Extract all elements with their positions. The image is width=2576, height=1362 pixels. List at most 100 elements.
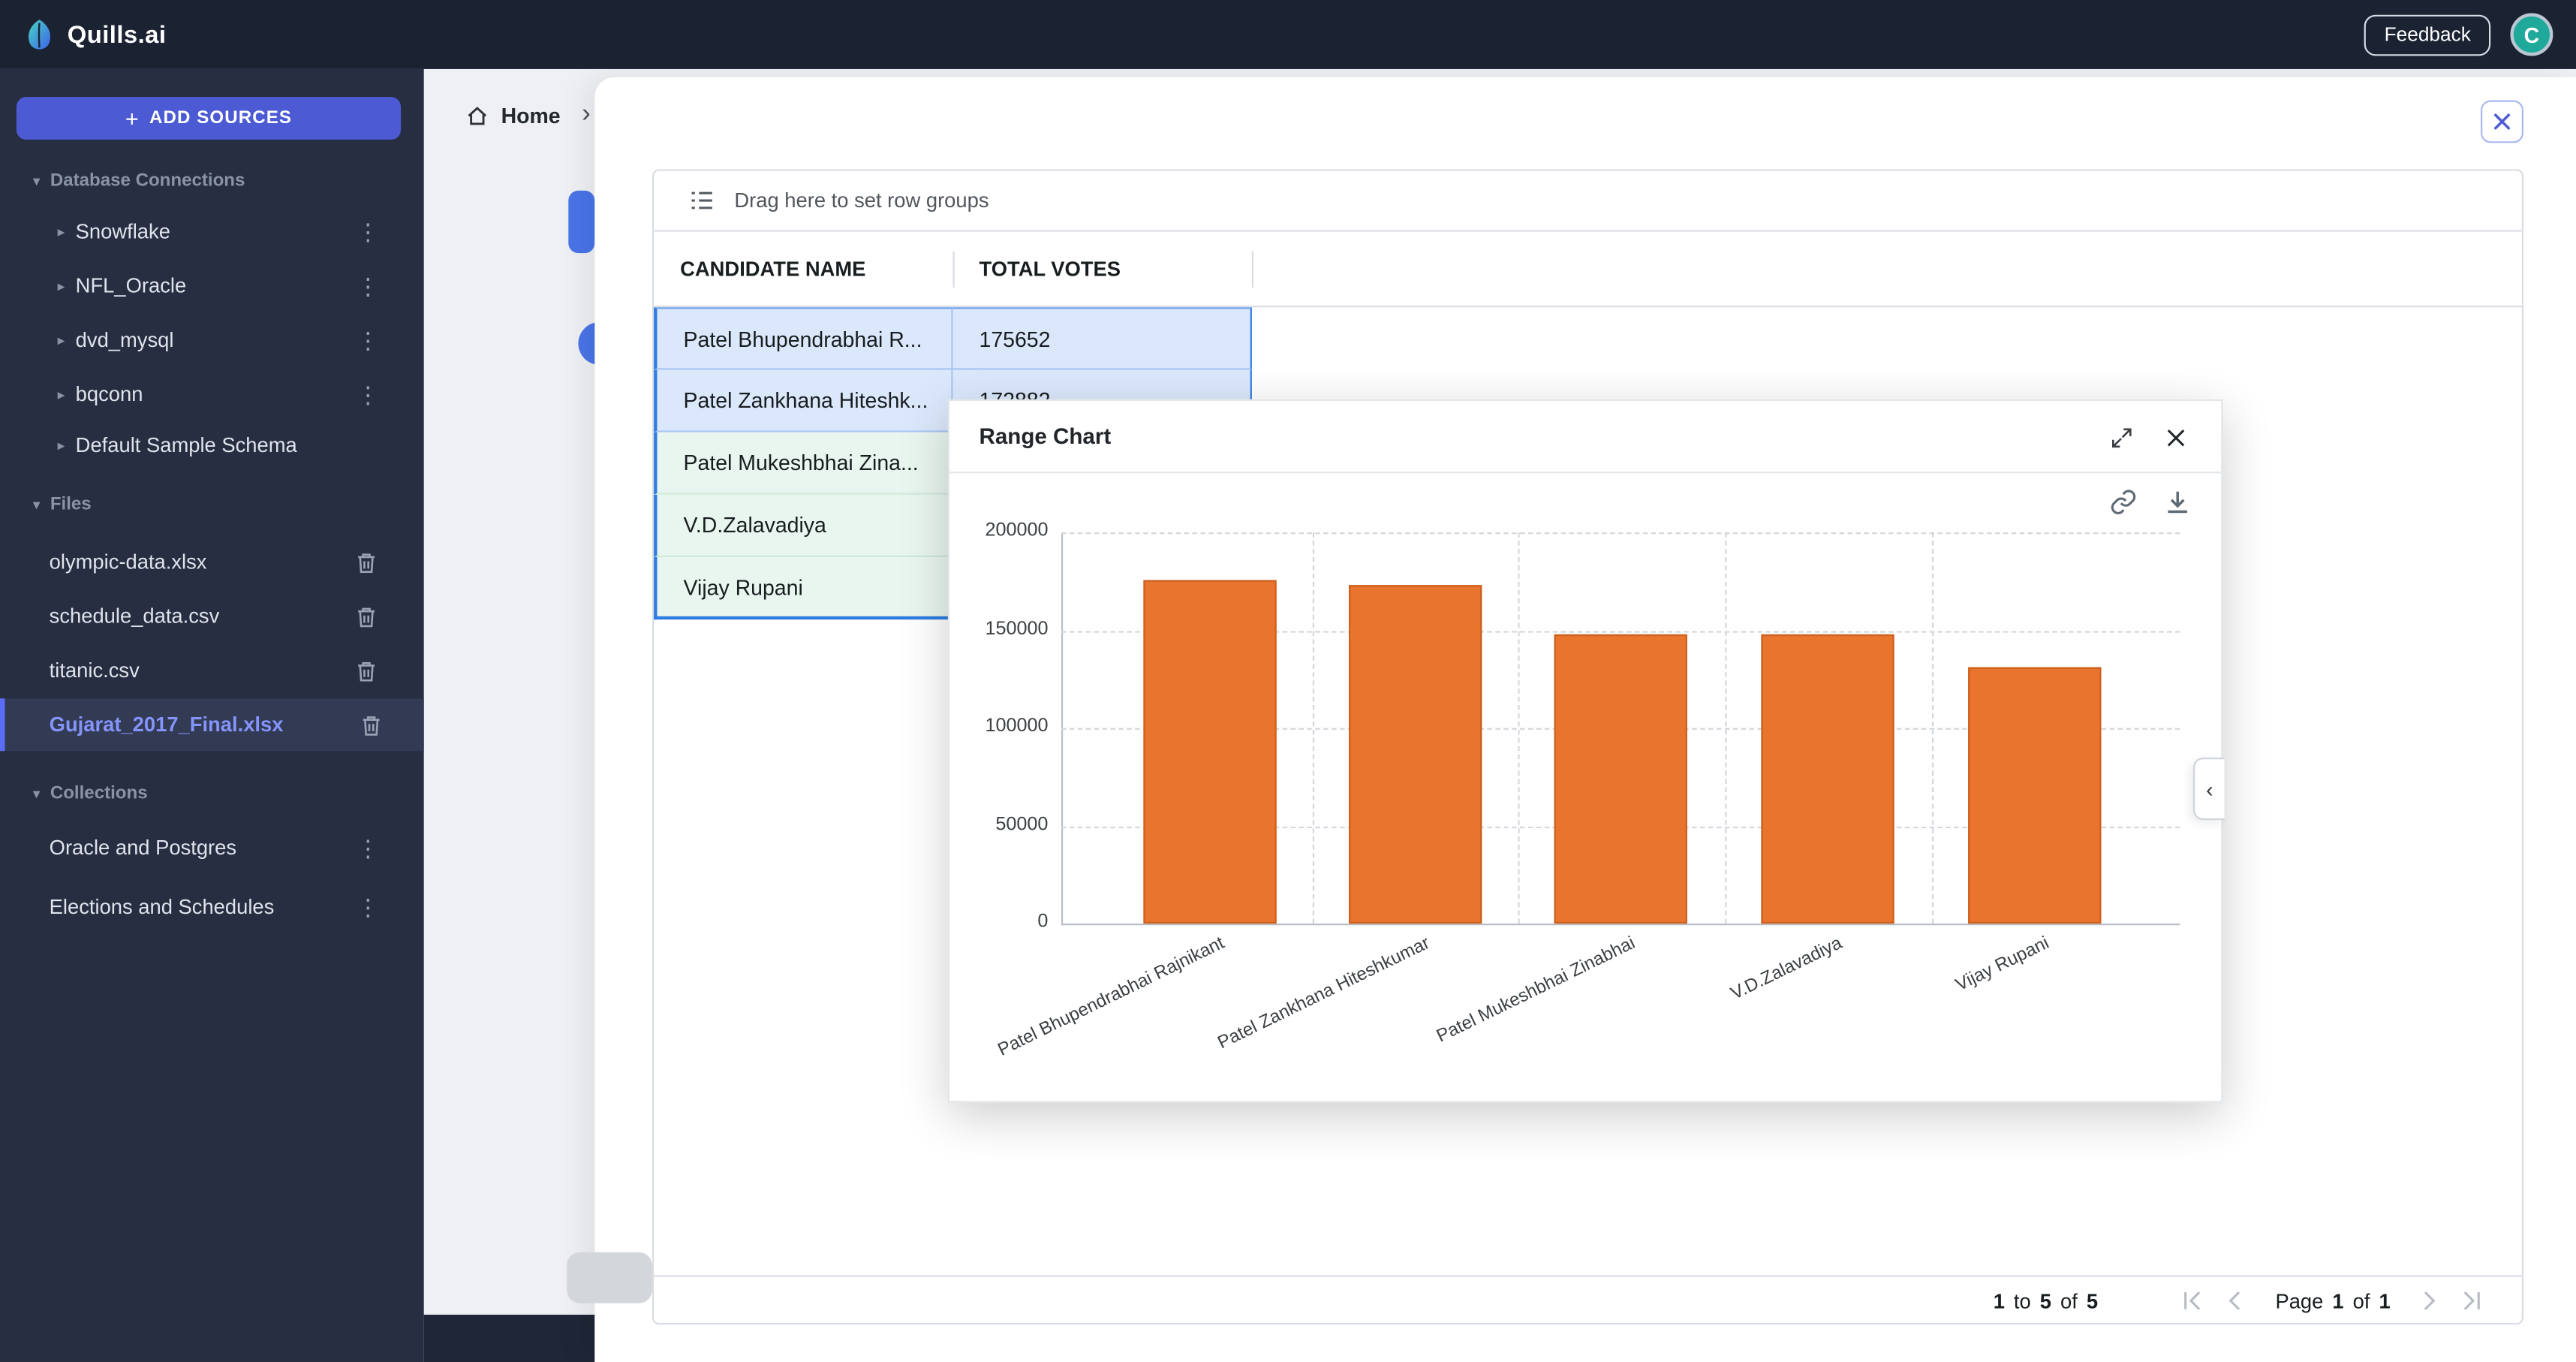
bar-0 (1142, 580, 1275, 924)
x-axis-label: Patel Zankhana Hiteshkumar (1215, 933, 1434, 1053)
brand: Quills.ai (23, 18, 167, 51)
sidebar-item-label: dvd_mysql (76, 329, 174, 352)
chart-panel-collapse-button[interactable]: ‹ (2193, 758, 2225, 820)
range-chart-dialog: Range Chart (948, 399, 2222, 1103)
column-header-candidate-name[interactable]: CANDIDATE NAME (654, 232, 952, 308)
grid-pagination: 1 to 5 of 5 (654, 1275, 2522, 1324)
row-total: 5 (2087, 1289, 2098, 1312)
link-icon[interactable] (2109, 488, 2137, 516)
sidebar-item-label: Elections and Schedules (50, 896, 275, 919)
page-summary: Page 1 of 1 (2272, 1289, 2391, 1312)
x-axis-label: Vijay Rupani (1953, 933, 2053, 996)
x-axis-label: Patel Mukeshbhai Zinabhai (1434, 933, 1639, 1047)
breadcrumb-home[interactable]: Home (501, 103, 561, 128)
next-page-icon[interactable] (2413, 1286, 2442, 1315)
close-overlay-button[interactable] (2481, 101, 2523, 143)
bar-chart: 050000100000150000200000 Patel Bhupendra… (949, 473, 2224, 1104)
cell-candidate[interactable]: Vijay Rupani (654, 557, 952, 619)
section-files[interactable]: ▾ Files (0, 491, 424, 517)
sidebar-item-label: olympic-data.xlsx (50, 550, 207, 574)
partial-hidden-button (567, 1252, 652, 1303)
background-panel-strip (424, 1315, 595, 1362)
row-start: 1 (1994, 1289, 2005, 1312)
vertical-gridline (1313, 532, 1314, 924)
close-icon[interactable] (2159, 420, 2192, 453)
sidebar-item-dvd-mysql[interactable]: ▸ dvd_mysql ⋮ (0, 314, 424, 366)
sidebar-item-elections-and-schedules[interactable]: Elections and Schedules ⋮ (0, 881, 424, 933)
sidebar-item-gujarat-2017-final[interactable]: Gujarat_2017_Final.xlsx (0, 698, 424, 751)
home-icon[interactable] (465, 103, 489, 128)
trash-icon[interactable] (355, 658, 378, 683)
trash-icon[interactable] (355, 604, 378, 628)
trash-icon[interactable] (355, 550, 378, 574)
previous-page-icon[interactable] (2219, 1286, 2249, 1315)
last-page-icon[interactable] (2456, 1286, 2485, 1315)
column-header-total-votes[interactable]: TOTAL VOTES (952, 232, 1251, 308)
row-group-dropzone[interactable]: Drag here to set row groups (654, 171, 2522, 232)
cell-candidate[interactable]: Patel Mukeshbhai Zina... (654, 432, 952, 495)
page-current: 1 (2332, 1289, 2343, 1312)
brand-name: Quills.ai (68, 20, 167, 48)
kebab-menu-icon[interactable]: ⋮ (357, 326, 380, 354)
table-row[interactable]: Patel Bhupendrabhai R... 175652 (654, 307, 2522, 369)
vertical-gridline (1725, 532, 1726, 924)
section-database-connections[interactable]: ▾ Database Connections (0, 167, 424, 194)
y-axis-label: 50000 (949, 815, 1048, 834)
page-word: Page (2275, 1289, 2323, 1312)
sidebar-item-bqconn[interactable]: ▸ bqconn ⋮ (0, 368, 424, 420)
of-word: of (2060, 1289, 2078, 1312)
chevron-down-icon[interactable]: ▾ (33, 172, 41, 190)
sidebar-item-oracle-and-postgres[interactable]: Oracle and Postgres ⋮ (0, 821, 424, 874)
chevron-right-icon[interactable]: ▸ (58, 223, 65, 241)
kebab-menu-icon[interactable]: ⋮ (357, 834, 380, 862)
sidebar-item-snowflake[interactable]: ▸ Snowflake ⋮ (0, 206, 424, 258)
bar-4 (1967, 667, 2100, 924)
cell-candidate[interactable]: Patel Zankhana Hiteshk... (654, 369, 952, 432)
sidebar-item-schedule-data[interactable]: schedule_data.csv (0, 590, 424, 643)
y-axis-label: 200000 (949, 521, 1048, 541)
chevron-right-icon[interactable]: ▸ (58, 436, 65, 454)
feedback-button[interactable]: Feedback (2364, 14, 2490, 56)
page-total: 1 (2379, 1289, 2390, 1312)
chevron-right-icon[interactable]: ▸ (58, 385, 65, 403)
section-collections[interactable]: ▾ Collections (0, 781, 424, 807)
download-icon[interactable] (2164, 488, 2192, 516)
chevron-down-icon[interactable]: ▾ (33, 785, 41, 803)
bar-1 (1348, 586, 1481, 924)
to-word: to (2014, 1289, 2031, 1312)
kebab-menu-icon[interactable]: ⋮ (357, 893, 380, 921)
chevron-right-icon[interactable]: ▸ (58, 331, 65, 349)
row-end: 5 (2040, 1289, 2051, 1312)
chevron-down-icon[interactable]: ▾ (33, 496, 41, 514)
kebab-menu-icon[interactable]: ⋮ (357, 381, 380, 408)
cell-votes[interactable]: 175652 (952, 307, 1251, 369)
column-separator[interactable] (952, 252, 954, 288)
sidebar-item-olympic-data[interactable]: olympic-data.xlsx (0, 536, 424, 589)
section-label: Collections (50, 784, 148, 803)
page-of-word: of (2353, 1289, 2370, 1312)
chevron-right-icon[interactable]: ▸ (58, 277, 65, 295)
sidebar-item-nfl-oracle[interactable]: ▸ NFL_Oracle ⋮ (0, 260, 424, 312)
kebab-menu-icon[interactable]: ⋮ (357, 272, 380, 300)
chevron-right-icon: › (582, 101, 591, 130)
expand-icon[interactable] (2105, 420, 2138, 453)
dialog-header[interactable]: Range Chart (949, 401, 2221, 473)
dialog-title: Range Chart (980, 401, 1112, 473)
column-separator[interactable] (1252, 252, 1253, 288)
sidebar-item-label: bqconn (76, 383, 143, 406)
cell-candidate[interactable]: V.D.Zalavadiya (654, 495, 952, 557)
first-page-icon[interactable] (2177, 1286, 2206, 1315)
sidebar: + ADD SOURCES ▾ Database Connections ▸ S… (0, 69, 424, 1362)
cell-candidate[interactable]: Patel Bhupendrabhai R... (654, 307, 952, 369)
sidebar-item-label: Gujarat_2017_Final.xlsx (50, 713, 284, 737)
horizontal-gridline (1061, 532, 2180, 534)
top-bar: Quills.ai Feedback C (0, 0, 2576, 69)
sidebar-item-label: Default Sample Schema (76, 434, 297, 457)
y-axis-label: 0 (949, 912, 1048, 932)
kebab-menu-icon[interactable]: ⋮ (357, 218, 380, 246)
sidebar-item-default-sample-schema[interactable]: ▸ Default Sample Schema (0, 419, 424, 472)
trash-icon[interactable] (360, 713, 383, 737)
sidebar-item-titanic[interactable]: titanic.csv (0, 644, 424, 697)
user-avatar[interactable]: C (2510, 14, 2553, 56)
add-sources-button[interactable]: + ADD SOURCES (17, 97, 401, 140)
